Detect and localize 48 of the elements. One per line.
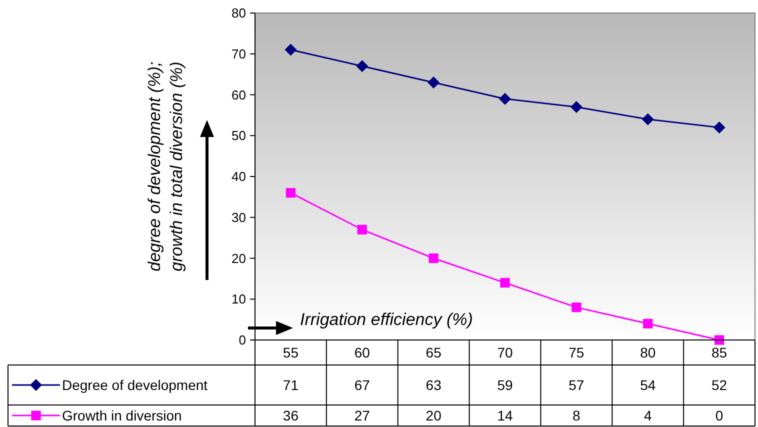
- data-label: 4: [644, 407, 652, 424]
- point: [499, 92, 511, 105]
- point: [286, 188, 296, 198]
- data-label: 71: [282, 376, 299, 393]
- x-tick-label: 85: [711, 344, 728, 360]
- y-tick-label: 30: [232, 210, 246, 225]
- y-axis-title: degree of development (%); growth in total diversion (%): [145, 61, 186, 272]
- data-label: 52: [711, 376, 728, 393]
- x-tick-label: 75: [568, 344, 584, 360]
- point: [428, 76, 440, 88]
- point: [643, 318, 653, 328]
- point: [570, 101, 582, 114]
- data-label: 57: [568, 376, 584, 393]
- x-tick-label: 80: [640, 344, 656, 360]
- y-tick-label: 60: [232, 87, 246, 102]
- x-tick-label: 65: [426, 344, 442, 360]
- data-label: 59: [497, 376, 513, 393]
- data-label: 67: [354, 376, 370, 393]
- point: [357, 224, 367, 234]
- y-tick-label: 80: [232, 6, 246, 21]
- data-label: 54: [640, 376, 656, 393]
- data-label: 63: [426, 376, 442, 393]
- point: [500, 278, 510, 288]
- y-tick-label: 40: [232, 169, 246, 184]
- y-tick-label: 10: [232, 292, 246, 307]
- annotation: Irrigation efficiency (%): [300, 310, 473, 329]
- x-tick-label: 70: [497, 344, 513, 360]
- data-label: 27: [354, 407, 370, 424]
- point: [572, 302, 582, 312]
- x-tick-label: 60: [354, 344, 370, 360]
- y-tick-label: 50: [232, 128, 246, 144]
- x-tick-label: 55: [282, 344, 299, 360]
- point: [714, 335, 724, 345]
- point: [356, 60, 368, 72]
- point: [713, 121, 726, 134]
- y-tick-label: 20: [232, 250, 246, 266]
- point: [284, 44, 297, 56]
- data-label: 36: [282, 407, 299, 424]
- legend-label: Growth in diversion: [62, 407, 182, 424]
- y-tick-label: 70: [232, 46, 246, 62]
- y-tick-label: 0: [238, 332, 246, 348]
- point: [428, 253, 438, 264]
- data-label: 14: [497, 407, 513, 424]
- data-label: 8: [572, 407, 581, 424]
- data-label: 20: [426, 407, 442, 424]
- point: [642, 113, 654, 126]
- data-label: 0: [715, 407, 724, 424]
- legend-label: Degree of development: [62, 376, 208, 393]
